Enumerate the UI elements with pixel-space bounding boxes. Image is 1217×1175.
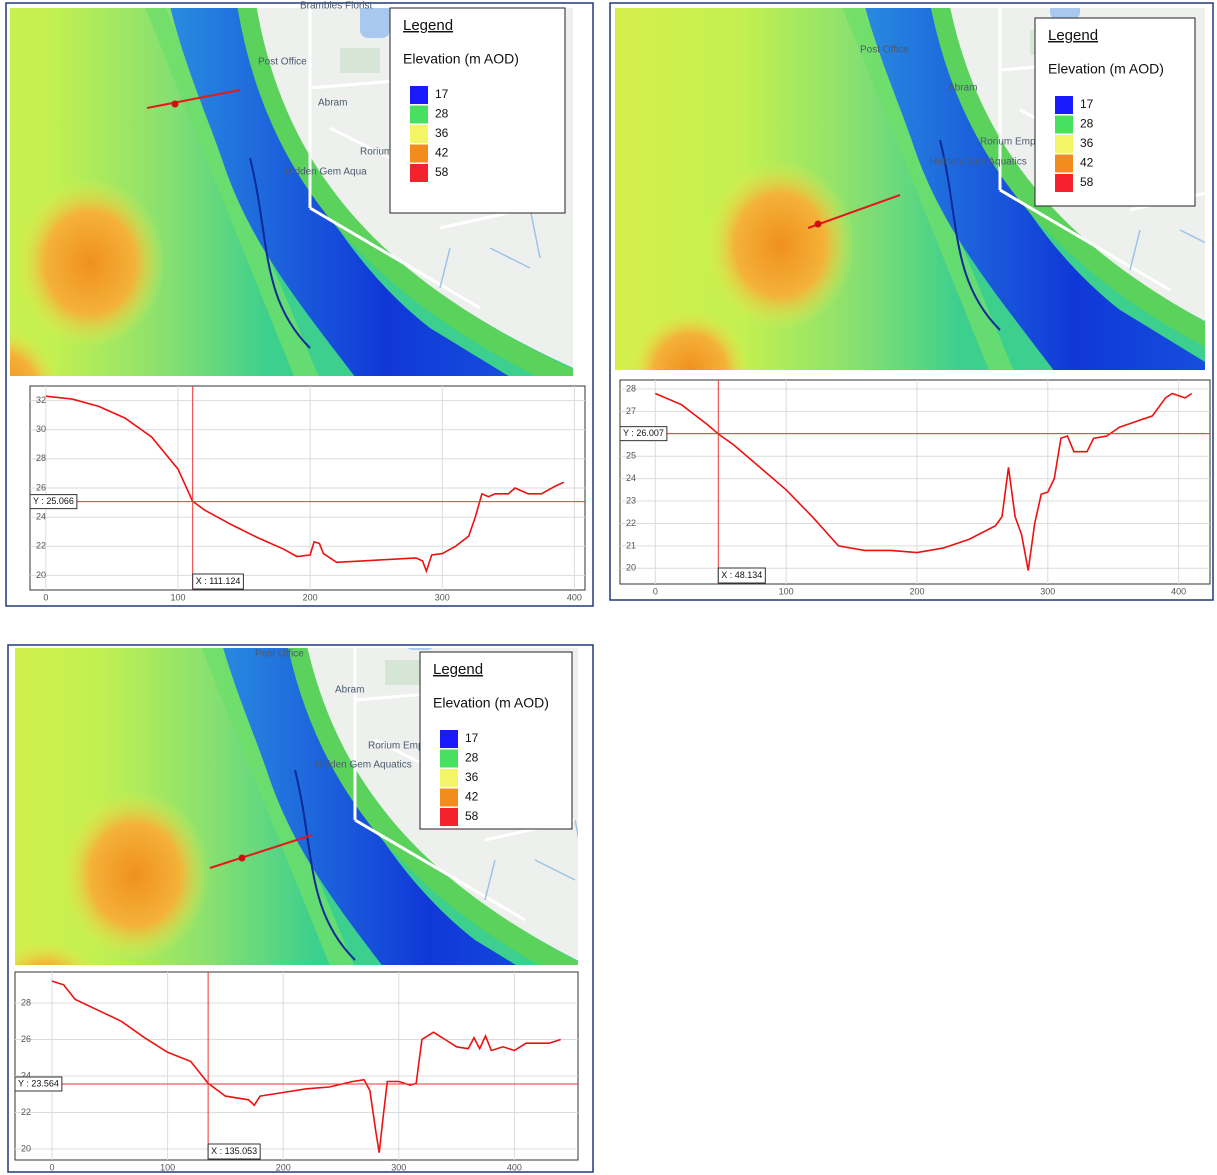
y-tick-label: 23 (626, 495, 636, 505)
map-label: Brambles Florist (300, 1, 372, 12)
legend-swatch (440, 750, 458, 768)
legend-swatch (410, 164, 428, 182)
y-tick-label: 22 (36, 541, 46, 551)
x-tick-label: 0 (49, 1162, 54, 1172)
legend-label: 42 (1080, 156, 1094, 170)
legend-label: 28 (465, 751, 479, 765)
y-tick-label: 24 (626, 473, 636, 483)
y-tick-label: 26 (36, 482, 46, 492)
cursor-y-label: Y : 23.564 (18, 1078, 59, 1088)
x-tick-label: 100 (170, 592, 185, 602)
legend-label: 28 (435, 107, 449, 121)
plot-area (15, 972, 578, 1160)
x-tick-label: 300 (1040, 586, 1055, 596)
x-tick-label: 300 (391, 1162, 406, 1172)
legend-label: 17 (435, 87, 449, 101)
legend-label: 42 (465, 790, 479, 804)
x-tick-label: 400 (1171, 586, 1186, 596)
y-tick-label: 28 (626, 383, 636, 393)
y-tick-label: 20 (36, 570, 46, 580)
legend-swatch (1055, 174, 1073, 192)
y-tick-label: 21 (626, 540, 636, 550)
profile-chart: 0 100 200 300 400 20 22 24 26 28 30 32 Y : 25.066 X :… (30, 386, 585, 602)
map-label: Hidden Gem Aquatics (315, 760, 412, 771)
map-label: Post Office (860, 45, 909, 56)
x-tick-label: 200 (276, 1162, 291, 1172)
legend-swatch (440, 808, 458, 826)
legend-label: 36 (1080, 136, 1094, 150)
x-tick-label: 400 (507, 1162, 522, 1172)
y-tick-label: 32 (36, 395, 46, 405)
map-label: Post Office (255, 649, 304, 660)
map-label: Rorium (360, 147, 392, 158)
y-tick-label: 25 (626, 451, 636, 461)
legend-title: Legend (433, 661, 483, 678)
legend-heading: Elevation (m AOD) (403, 51, 519, 67)
map-label: Abram (335, 685, 364, 696)
y-tick-label: 20 (21, 1143, 31, 1153)
x-tick-label: 300 (435, 592, 450, 602)
legend-label: 36 (465, 770, 479, 784)
y-tick-label: 22 (626, 518, 636, 528)
map-label: Abram (318, 98, 347, 109)
map-label: Hidden Gem Aqua (285, 167, 367, 178)
map-label: Rorium Emp (980, 137, 1036, 148)
legend-swatch (440, 769, 458, 787)
x-tick-label: 0 (653, 586, 658, 596)
legend-label: 58 (435, 165, 449, 179)
legend-label: 17 (1080, 97, 1094, 111)
map-label: Rorium Emp (368, 741, 424, 752)
legend-swatch (1055, 135, 1073, 153)
cursor-y-label: Y : 26.007 (623, 428, 664, 438)
legend-swatch (410, 86, 428, 104)
legend-label: 17 (465, 731, 479, 745)
legend-swatch (410, 106, 428, 124)
map-label: Abram (948, 83, 977, 94)
y-tick-label: 27 (626, 406, 636, 416)
y-tick-label: 28 (21, 997, 31, 1007)
x-tick-label: 0 (43, 592, 48, 602)
cursor-x-label: X : 111.124 (196, 576, 241, 586)
legend-title: Legend (1048, 27, 1098, 44)
map-label: Hidden Gem Aquatics (930, 157, 1027, 168)
legend-swatch (410, 145, 428, 163)
legend-heading: Elevation (m AOD) (433, 695, 549, 711)
y-tick-label: 28 (36, 453, 46, 463)
screenshot: Brambles Florist Post Office Abram Rorium Hi… (0, 0, 1217, 1175)
plot-area (620, 380, 1210, 584)
legend-swatch (1055, 116, 1073, 134)
legend-title: Legend (403, 17, 453, 34)
map-label: Post Office (258, 57, 307, 68)
x-tick-label: 100 (779, 586, 794, 596)
y-tick-label: 24 (36, 512, 46, 522)
legend-swatch (440, 789, 458, 807)
x-tick-label: 200 (303, 592, 318, 602)
x-tick-label: 100 (160, 1162, 175, 1172)
cursor-x-label: X : 48.134 (721, 570, 762, 580)
legend-swatch (1055, 96, 1073, 114)
legend-label: 58 (1080, 175, 1094, 189)
legend-swatch (410, 125, 428, 143)
legend-label: 28 (1080, 117, 1094, 131)
y-tick-label: 30 (36, 424, 46, 434)
profile-chart: 0100200300400202122232425262728Y : 26.00… (620, 380, 1210, 596)
y-tick-label: 22 (21, 1107, 31, 1117)
legend-swatch (1055, 155, 1073, 173)
legend-label: 36 (435, 126, 449, 140)
y-tick-label: 20 (626, 563, 636, 573)
x-tick-label: 400 (567, 592, 582, 602)
x-tick-label: 200 (909, 586, 924, 596)
legend-label: 42 (435, 146, 449, 160)
legend-heading: Elevation (m AOD) (1048, 61, 1164, 77)
cursor-y-label: Y : 25.066 (33, 496, 74, 506)
y-tick-label: 26 (21, 1034, 31, 1044)
cursor-x-label: X : 135.053 (211, 1146, 257, 1156)
page: Brambles Florist Post Office Abram Rorium Hi… (0, 0, 1217, 1175)
legend-label: 58 (465, 809, 479, 823)
legend-swatch (440, 730, 458, 748)
